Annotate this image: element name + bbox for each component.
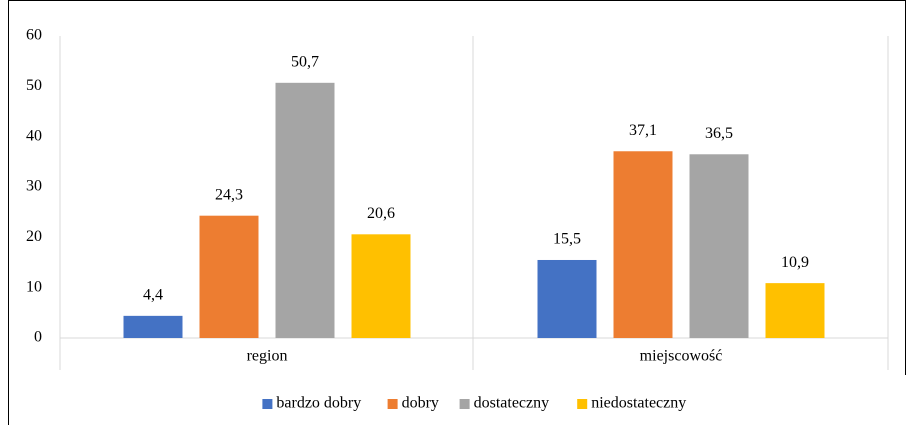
bar xyxy=(199,215,259,338)
legend-label: niedostateczny xyxy=(591,395,686,412)
value-label: 15,5 xyxy=(553,231,581,248)
y-tick-label: 20 xyxy=(26,228,42,245)
y-tick-label: 30 xyxy=(26,178,42,195)
bar xyxy=(123,315,183,338)
value-label: 10,9 xyxy=(781,254,809,271)
legend-label: dostateczny xyxy=(474,395,550,412)
value-label: 4,4 xyxy=(143,287,163,304)
legend-swatch xyxy=(387,399,398,409)
y-tick-label: 10 xyxy=(26,278,42,295)
legend-swatch xyxy=(262,399,273,409)
value-label: 50,7 xyxy=(291,53,319,70)
y-tick-label: 60 xyxy=(26,27,42,44)
legend-label: dobry xyxy=(402,395,439,412)
y-tick-label: 40 xyxy=(26,127,42,144)
y-tick-label: 0 xyxy=(34,329,42,346)
legend-swatch xyxy=(459,399,470,409)
value-label: 24,3 xyxy=(215,186,243,203)
x-tick-label: miejscowość xyxy=(640,348,723,365)
value-label: 20,6 xyxy=(367,205,395,222)
bar xyxy=(275,82,335,338)
x-tick-label: region xyxy=(247,348,288,365)
value-label: 37,1 xyxy=(629,122,657,139)
bar xyxy=(613,151,673,338)
bar xyxy=(537,259,597,338)
legend-swatch xyxy=(577,399,588,409)
bar xyxy=(765,283,825,338)
bar xyxy=(689,154,749,338)
value-label: 36,5 xyxy=(705,125,733,142)
legend-label: bardzo dobry xyxy=(276,395,361,412)
y-tick-label: 50 xyxy=(26,77,42,94)
bar xyxy=(351,234,411,338)
